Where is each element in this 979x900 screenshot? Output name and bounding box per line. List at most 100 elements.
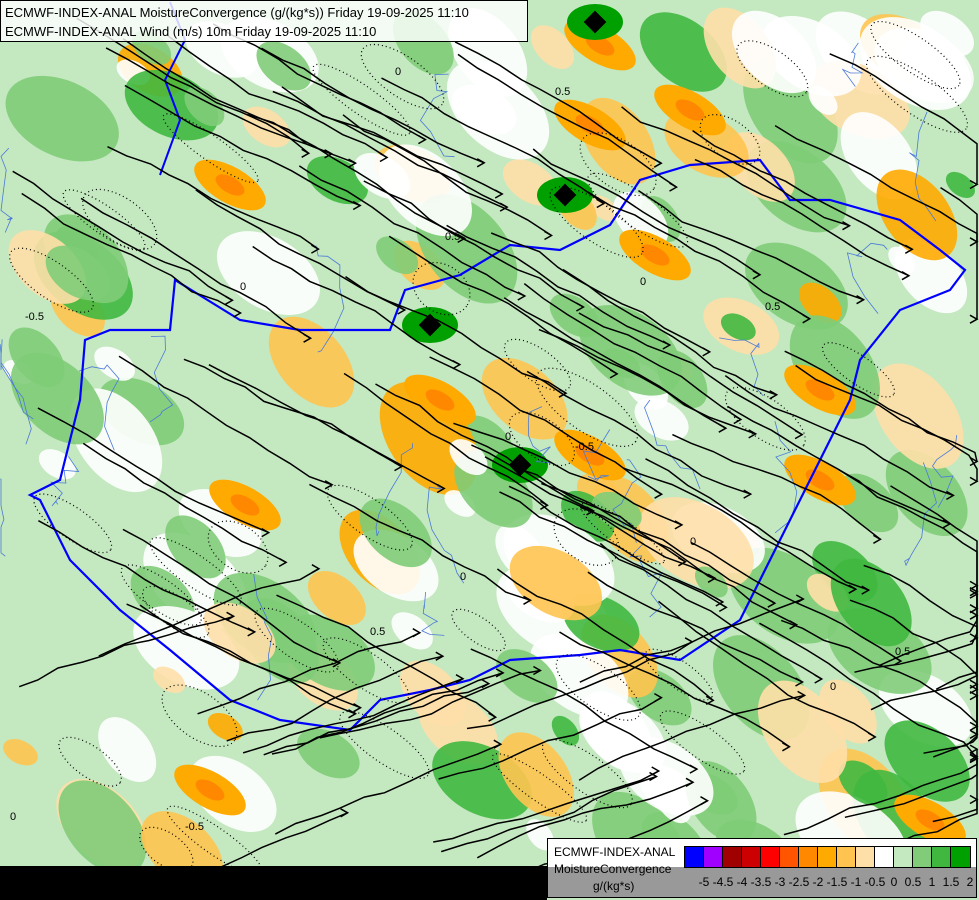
streamline	[124, 84, 361, 207]
streamline-arrow	[452, 359, 462, 370]
contour-label: 0.5	[555, 86, 570, 98]
streamline	[242, 677, 464, 754]
contour-line	[360, 43, 445, 110]
streamline-arrow	[969, 237, 979, 247]
streamline	[587, 191, 811, 320]
river	[315, 245, 345, 353]
contour-line	[58, 736, 122, 787]
legend-swatch	[818, 847, 837, 867]
contour-line	[555, 654, 642, 721]
streamline	[18, 615, 234, 688]
streamline-arrow	[394, 461, 404, 472]
contour-line	[312, 63, 411, 136]
streamline	[484, 456, 716, 579]
streamline-arrow	[842, 221, 852, 231]
legend-tick-label: -5	[698, 875, 710, 889]
streamline-arrow	[904, 244, 914, 254]
streamline	[381, 77, 605, 205]
streamline-arrow	[685, 777, 695, 787]
convergence-patch	[728, 547, 840, 644]
legend-tick-label: 1	[928, 875, 936, 889]
streamline-arrow	[544, 230, 554, 241]
streamline	[780, 619, 978, 735]
streamline-arrow	[700, 796, 710, 806]
streamline	[503, 297, 727, 429]
streamline	[844, 749, 978, 819]
contour-line	[162, 113, 259, 184]
streamline	[122, 38, 356, 164]
legend-background	[548, 867, 976, 897]
contour-line	[503, 338, 572, 392]
contour-line	[149, 537, 242, 606]
legend-tick-label: -4.5	[712, 875, 734, 889]
streamline-arrow	[653, 158, 663, 168]
convergence-patch	[376, 236, 419, 275]
streamline	[247, 113, 466, 240]
contour-label: 0.5	[895, 646, 910, 658]
streamline-arrow	[794, 429, 804, 440]
convergence-patch	[451, 84, 517, 135]
contour-label: 0	[10, 811, 16, 823]
streamline	[80, 197, 311, 339]
convergence-patch	[400, 660, 465, 727]
contour-label: 0	[395, 66, 401, 78]
streamline-arrow	[324, 480, 334, 490]
streamline	[298, 165, 526, 297]
river	[50, 456, 80, 507]
contour-line	[549, 186, 644, 258]
streamline	[261, 47, 485, 164]
streamline-arrow	[969, 721, 979, 732]
streamline	[727, 405, 951, 525]
convergence-patch	[838, 760, 888, 806]
legend-tick-label: 0	[890, 875, 898, 889]
convergence-patch	[5, 75, 119, 162]
contour-label: 0.5	[765, 301, 780, 313]
streamline	[759, 622, 978, 759]
streamline	[599, 542, 823, 680]
title-convergence: ECMWF-INDEX-ANAL MoistureConvergence (g/…	[5, 5, 469, 20]
river	[149, 335, 174, 423]
streamline	[559, 631, 790, 748]
streamline-arrow	[873, 534, 882, 544]
contour-line	[142, 585, 210, 639]
river	[719, 337, 764, 397]
streamline-arrow	[795, 677, 805, 687]
contour-line	[535, 367, 639, 448]
streamline	[446, 224, 671, 346]
streamline	[672, 433, 881, 540]
streamline-arrow	[802, 314, 812, 324]
river	[644, 399, 701, 490]
contour-labels: 0 0.5 0 -0.5 0.5 0 0.5 0 -0.5 0 0.5 0 0 0.5 -0.5 0	[10, 66, 910, 833]
contour-line	[326, 484, 413, 551]
legend-swatch	[685, 847, 704, 867]
convergence-patch	[694, 566, 728, 598]
streamline-arrow	[946, 490, 955, 501]
streamline	[783, 758, 978, 836]
convergence-patch	[731, 10, 817, 94]
streamline-arrow	[733, 414, 743, 425]
streamline-arrow	[379, 152, 389, 163]
streamline-arrow	[457, 233, 467, 244]
contour-line	[870, 20, 961, 90]
streamline-arrow	[476, 158, 486, 168]
streamline	[490, 232, 711, 353]
contour-line	[161, 684, 238, 748]
streamline	[694, 158, 910, 277]
streamline	[562, 268, 777, 396]
streamline	[98, 568, 320, 657]
contour-line	[865, 55, 969, 133]
streamline	[122, 528, 341, 664]
legend-parameter: MoistureConvergence	[554, 862, 672, 876]
streamline-arrow	[233, 308, 243, 318]
contour-label: 0.5	[370, 626, 385, 638]
legend-swatch	[837, 847, 856, 867]
title-wind: ECMWF-INDEX-ANAL Wind (m/s) 10m Friday 1…	[5, 24, 377, 39]
streamline	[579, 506, 797, 626]
streamline-arrow	[278, 557, 288, 568]
streamline-arrow	[352, 200, 362, 211]
streamline	[496, 568, 714, 701]
contour-line	[644, 648, 714, 701]
contour-line	[659, 710, 746, 775]
streamline	[658, 600, 876, 738]
